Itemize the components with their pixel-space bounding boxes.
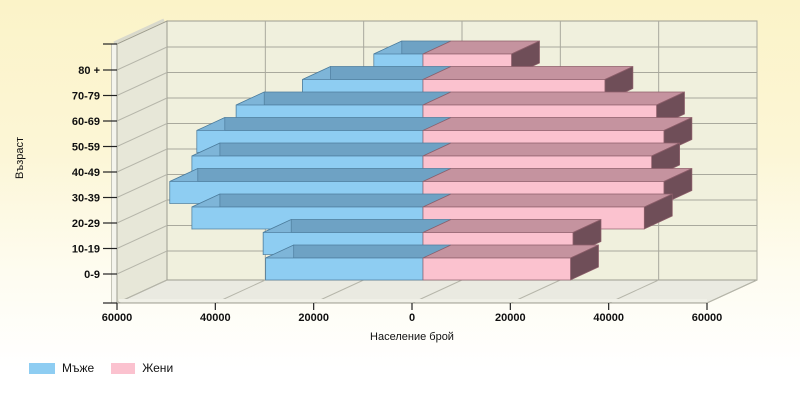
x-tick-label: 20000 (495, 312, 526, 324)
bar-women-60-69-top (422, 91, 685, 106)
y-tick-label: 40-49 (72, 167, 100, 179)
left-wall-grid-line (116, 174, 168, 198)
y-tick-label: 30-39 (72, 193, 100, 205)
bar-women-40-49-top (422, 142, 680, 157)
left-wall (116, 20, 168, 304)
bar-women-50-59-top (422, 117, 693, 131)
bar-women-30-39-top (422, 168, 693, 182)
left-wall-grid-line (116, 123, 168, 147)
left-wall-grid-line (116, 250, 168, 275)
x-tick-label: 20000 (298, 312, 329, 324)
bar-men-60-69-top (236, 91, 452, 106)
y-tick-label: 50-59 (72, 142, 100, 154)
bar-women-10-19-top (422, 219, 602, 233)
left-wall-grid-line (116, 46, 168, 71)
y-tick-label: 80 + (78, 65, 100, 77)
x-tick-label: 0 (409, 312, 415, 324)
bar-women-0-9-top (422, 244, 599, 259)
bar-women-20-29-top (422, 193, 673, 208)
left-wall-top-bevel (113, 18, 165, 45)
legend-label-men: Мъже (62, 361, 95, 375)
bar-men-40-49-top (191, 142, 452, 157)
x-axis-title: Население брой (370, 331, 454, 343)
bar-women-70-79-top (422, 66, 634, 80)
legend-label-women: Жени (142, 361, 174, 375)
y-tick-label: 20-29 (72, 218, 100, 230)
bar-women-0-9 (422, 257, 571, 281)
left-wall-grid-line (116, 148, 168, 173)
left-wall-grid-line (116, 199, 168, 224)
y-tick-label: 70-79 (72, 91, 100, 103)
bar-men-30-39-top (169, 168, 452, 182)
y-axis-title: Възраст (14, 136, 26, 180)
y-tick-label: 10-19 (72, 244, 100, 256)
x-tick-label: 40000 (200, 312, 231, 324)
x-tick-label: 60000 (102, 312, 133, 324)
floor-grid-line (706, 279, 758, 304)
bar-men-50-59-top (196, 117, 452, 131)
x-tick-label: 40000 (593, 312, 624, 324)
y-tick-label: 0-9 (84, 269, 100, 281)
left-wall-grid-line (116, 97, 168, 122)
left-wall-grid-line (116, 72, 168, 96)
legend-swatch-men (29, 362, 55, 374)
legend: Мъже Жени (29, 361, 190, 375)
legend-swatch-women (111, 362, 136, 374)
left-wall-grid-line (116, 225, 168, 249)
x-tick-label: 60000 (692, 312, 723, 324)
bar-men-0-9 (265, 257, 424, 281)
bar-men-20-29-top (191, 193, 452, 208)
y-tick-label: 60-69 (72, 116, 100, 128)
